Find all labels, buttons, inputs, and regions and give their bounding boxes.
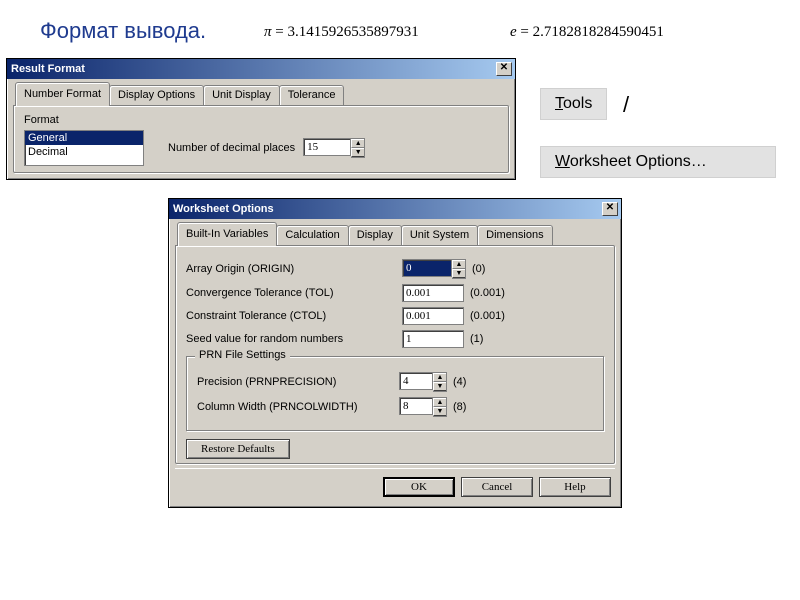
tab-number-format[interactable]: Number Format <box>15 82 110 106</box>
tools-menu-chip[interactable]: Tools <box>540 88 607 120</box>
prn-precision-default: (4) <box>453 376 503 388</box>
worksheet-options-titlebar[interactable]: Worksheet Options ✕ <box>169 199 621 219</box>
pi-symbol: π <box>264 24 272 40</box>
tol-input[interactable] <box>402 284 464 302</box>
spin-down-icon[interactable]: ▼ <box>351 148 364 157</box>
dialog-button-row: OK Cancel Help <box>175 468 615 501</box>
e-symbol: e <box>510 24 517 40</box>
help-button[interactable]: Help <box>539 477 611 497</box>
tab-dimensions[interactable]: Dimensions <box>477 225 552 245</box>
result-format-dialog: Result Format ✕ Number Format Display Op… <box>6 58 516 180</box>
seed-default: (1) <box>470 333 520 345</box>
prn-group-legend: PRN File Settings <box>195 349 290 361</box>
origin-label: Array Origin (ORIGIN) <box>186 263 396 275</box>
prn-file-settings-group: PRN File Settings Precision (PRNPRECISIO… <box>186 356 604 431</box>
spin-up-icon[interactable]: ▲ <box>452 260 465 269</box>
origin-input[interactable] <box>402 259 452 277</box>
e-constant: e = 2.7182818284590451 <box>510 24 664 41</box>
worksheet-options-menu-chip[interactable]: Worksheet Options… <box>540 146 776 178</box>
tab-display-options[interactable]: Display Options <box>109 85 204 105</box>
seed-input[interactable] <box>402 330 464 348</box>
page-title: Формат вывода. <box>40 18 206 44</box>
ctol-input[interactable] <box>402 307 464 325</box>
restore-defaults-button[interactable]: Restore Defaults <box>186 439 290 459</box>
origin-default: (0) <box>472 263 522 275</box>
decimal-places-input[interactable] <box>303 138 351 156</box>
spin-up-icon[interactable]: ▲ <box>433 373 446 382</box>
close-icon[interactable]: ✕ <box>602 202 618 216</box>
list-item[interactable]: Decimal <box>25 145 143 159</box>
tab-calculation[interactable]: Calculation <box>276 225 348 245</box>
tab-tolerance[interactable]: Tolerance <box>279 85 345 105</box>
spin-up-icon[interactable]: ▲ <box>351 139 364 148</box>
spin-down-icon[interactable]: ▼ <box>433 382 446 391</box>
worksheet-options-tabs: Built-In Variables Calculation Display U… <box>175 223 615 245</box>
cancel-button[interactable]: Cancel <box>461 477 533 497</box>
worksheet-options-title: Worksheet Options <box>173 203 602 215</box>
pi-value: 3.1415926535897931 <box>287 24 418 40</box>
prn-colwidth-spinner[interactable]: ▲▼ <box>399 397 447 417</box>
tab-unit-display[interactable]: Unit Display <box>203 85 280 105</box>
tab-builtin-variables[interactable]: Built-In Variables <box>177 222 277 246</box>
spin-down-icon[interactable]: ▼ <box>433 407 446 416</box>
pi-constant: π = 3.1415926535897931 <box>264 24 419 41</box>
ok-button[interactable]: OK <box>383 477 455 497</box>
prn-colwidth-label: Column Width (PRNCOLWIDTH) <box>197 401 393 413</box>
result-format-titlebar[interactable]: Result Format ✕ <box>7 59 515 79</box>
list-item[interactable]: General <box>25 131 143 145</box>
tab-display[interactable]: Display <box>348 225 402 245</box>
decimal-places-label: Number of decimal places <box>168 142 295 154</box>
worksheet-options-dialog: Worksheet Options ✕ Built-In Variables C… <box>168 198 622 508</box>
prn-precision-spinner[interactable]: ▲▼ <box>399 372 447 392</box>
result-format-tabs: Number Format Display Options Unit Displ… <box>13 83 509 105</box>
decimal-places-spinner[interactable]: ▲▼ <box>303 138 365 158</box>
tol-default: (0.001) <box>470 287 520 299</box>
seed-label: Seed value for random numbers <box>186 333 396 345</box>
ctol-default: (0.001) <box>470 310 520 322</box>
close-icon[interactable]: ✕ <box>496 62 512 76</box>
ctol-label: Constraint Tolerance (CTOL) <box>186 310 396 322</box>
prn-colwidth-default: (8) <box>453 401 503 413</box>
spin-down-icon[interactable]: ▼ <box>452 269 465 278</box>
prn-colwidth-input[interactable] <box>399 397 433 415</box>
prn-precision-input[interactable] <box>399 372 433 390</box>
format-label: Format <box>24 114 498 126</box>
e-value: 2.7182818284590451 <box>533 24 664 40</box>
result-format-title: Result Format <box>11 63 496 75</box>
prn-precision-label: Precision (PRNPRECISION) <box>197 376 393 388</box>
menu-path-slash: / <box>623 92 629 118</box>
tol-label: Convergence Tolerance (TOL) <box>186 287 396 299</box>
tab-unit-system[interactable]: Unit System <box>401 225 478 245</box>
format-listbox[interactable]: General Decimal <box>24 130 144 166</box>
origin-spinner[interactable]: ▲▼ <box>402 259 466 279</box>
spin-up-icon[interactable]: ▲ <box>433 398 446 407</box>
